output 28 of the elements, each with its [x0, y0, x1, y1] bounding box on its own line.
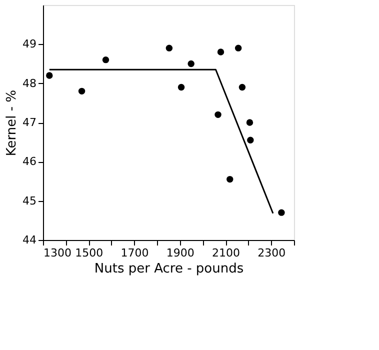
point — [178, 84, 185, 91]
y-tick-label: 44 — [22, 234, 36, 246]
x-tick-label: 2100 — [212, 246, 240, 260]
point — [247, 136, 254, 144]
point — [78, 88, 86, 95]
point — [217, 48, 224, 56]
y-tick-label: 49 — [22, 38, 36, 51]
point — [238, 84, 246, 91]
point — [102, 56, 110, 64]
point — [226, 176, 234, 183]
y-tick-label: 48 — [22, 76, 36, 90]
point — [166, 44, 173, 52]
y-tick-label: 45 — [22, 194, 36, 208]
point — [46, 72, 53, 79]
x-tick-label: 1900 — [166, 246, 194, 260]
point — [278, 209, 285, 216]
y-tick-label: 46 — [22, 155, 36, 168]
point — [234, 44, 242, 52]
x-tick-label: 1700 — [120, 246, 149, 260]
x-tick-label: 1300 — [44, 246, 72, 260]
point — [246, 119, 254, 126]
x-tick-label: 1500 — [75, 246, 104, 260]
y-tick-label: 47 — [22, 116, 36, 129]
x-tick-label: 2300 — [258, 246, 286, 260]
point — [188, 60, 194, 68]
point — [214, 111, 222, 118]
y-axis-title: Kernel - % — [4, 90, 20, 156]
x-axis-title: Nuts per Acre - pounds — [94, 262, 244, 276]
